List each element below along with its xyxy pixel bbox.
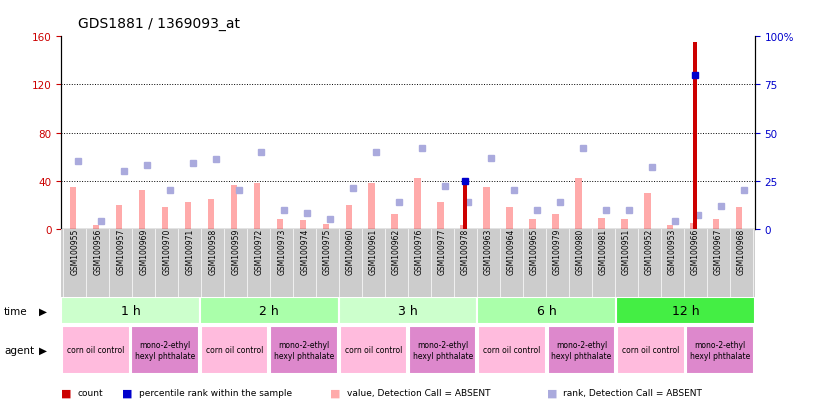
Bar [409,326,477,374]
Bar [506,208,512,229]
Text: corn oil control: corn oil control [483,346,541,354]
Bar [231,186,237,229]
Bar [392,215,398,229]
Text: 3 h: 3 h [398,304,418,317]
Text: rank, Detection Call = ABSENT: rank, Detection Call = ABSENT [563,388,702,397]
Bar [70,187,77,229]
Bar [693,43,697,229]
Text: ■: ■ [330,387,341,397]
Bar [690,223,697,229]
Text: ▶: ▶ [39,345,47,355]
Bar [437,203,444,229]
Bar [131,326,199,374]
Bar [254,184,260,229]
Bar [644,193,650,229]
Bar [61,297,200,324]
Bar [62,326,130,374]
Bar [270,326,338,374]
Bar [736,208,743,229]
Bar [548,326,615,374]
Text: ▶: ▶ [39,306,47,316]
Text: 12 h: 12 h [672,304,699,317]
Bar [139,191,145,229]
Bar [463,179,468,229]
Bar [460,225,467,229]
Bar [339,326,407,374]
Text: mono-2-ethyl
hexyl phthalate: mono-2-ethyl hexyl phthalate [274,340,334,360]
Bar [200,297,339,324]
Text: value, Detection Call = ABSENT: value, Detection Call = ABSENT [347,388,490,397]
Bar [667,225,673,229]
Bar [299,221,306,229]
Bar [201,326,268,374]
Text: 6 h: 6 h [537,304,557,317]
Bar [345,205,352,229]
Text: mono-2-ethyl
hexyl phthalate: mono-2-ethyl hexyl phthalate [135,340,195,360]
Bar [322,224,329,229]
Text: ■: ■ [122,387,133,397]
Text: percentile rank within the sample: percentile rank within the sample [139,388,292,397]
Bar [616,297,755,324]
Text: agent: agent [4,345,34,355]
Text: mono-2-ethyl
hexyl phthalate: mono-2-ethyl hexyl phthalate [552,340,611,360]
Bar [339,297,477,324]
Bar [277,220,283,229]
Bar [530,220,535,229]
Text: 1 h: 1 h [121,304,140,317]
Bar [552,215,559,229]
Text: corn oil control: corn oil control [622,346,680,354]
Text: ■: ■ [547,387,557,397]
Bar [477,297,616,324]
Text: time: time [4,306,28,316]
Text: corn oil control: corn oil control [206,346,264,354]
Bar [575,179,582,229]
Bar [478,326,546,374]
Text: GDS1881 / 1369093_at: GDS1881 / 1369093_at [78,17,240,31]
Bar [713,220,720,229]
Bar [184,203,191,229]
Text: count: count [78,388,103,397]
Bar [415,179,421,229]
Bar [621,220,628,229]
Bar [93,225,100,229]
Bar [116,205,122,229]
Text: ■: ■ [61,387,72,397]
Bar [617,326,685,374]
Text: corn oil control: corn oil control [67,346,125,354]
Text: corn oil control: corn oil control [344,346,402,354]
Bar [208,199,214,229]
Bar [483,187,490,229]
Bar [598,218,605,229]
Bar [162,208,168,229]
Text: mono-2-ethyl
hexyl phthalate: mono-2-ethyl hexyl phthalate [690,340,750,360]
Text: 2 h: 2 h [259,304,279,317]
Text: mono-2-ethyl
hexyl phthalate: mono-2-ethyl hexyl phthalate [413,340,472,360]
Bar [369,184,375,229]
Bar [686,326,754,374]
